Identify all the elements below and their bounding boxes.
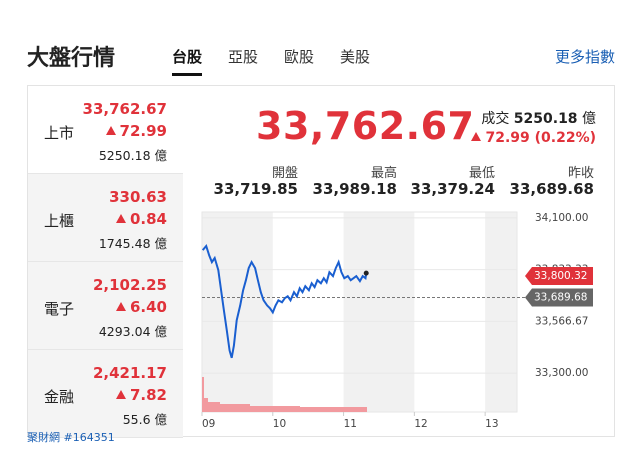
y-tick-label: 34,100.00 (535, 212, 588, 224)
session-band (202, 212, 273, 412)
market-row[interactable]: 金融 2,421.17 7.82 55.6 億 (28, 350, 183, 438)
market-name: 上櫃 (44, 212, 75, 230)
session-band (343, 212, 415, 412)
volume-value: 5250.18 (513, 111, 578, 127)
stat-label: 最低 (468, 166, 495, 181)
market-name: 金融 (44, 388, 75, 406)
tab[interactable]: 美股 (340, 48, 371, 66)
up-icon (115, 302, 126, 311)
volume-label: 成交 (481, 111, 510, 127)
y-tick-label: 33,566.67 (535, 315, 588, 327)
market-change: 0.84 (115, 210, 167, 228)
previous-close-tag (525, 288, 593, 307)
change-value: 6.40 (129, 298, 167, 316)
up-icon (115, 214, 126, 223)
current-tag (525, 267, 593, 286)
market-row[interactable]: 上櫃 330.63 0.84 1745.48 億 (28, 174, 183, 262)
up-icon (471, 132, 482, 141)
change-value: 7.82 (129, 386, 167, 404)
market-price: 2,102.25 (92, 276, 167, 294)
stat-label: 最高 (370, 166, 397, 181)
x-tick-label: 09 (202, 418, 215, 430)
market-row[interactable]: 上市 33,762.67 72.99 5250.18 億 (28, 86, 183, 174)
tab[interactable]: 歐股 (284, 48, 315, 66)
change-value: 72.99 (0.22%) (485, 130, 596, 146)
session-band (485, 212, 517, 412)
change-value: 0.84 (129, 210, 167, 228)
y-tick-label: 33,300.00 (535, 367, 588, 379)
current-label: 33,800.32 (534, 270, 587, 282)
market-volume: 4293.04 億 (98, 324, 167, 339)
quote-change: 72.99 (0.22%) (471, 130, 596, 146)
market-volume: 55.6 億 (122, 412, 167, 427)
stat-value: 33,989.18 (312, 180, 397, 198)
x-tick-label: 10 (273, 418, 286, 430)
previous-close-label: 33,689.68 (534, 291, 587, 303)
market-change: 7.82 (115, 386, 167, 404)
volume-unit: 億 (582, 111, 596, 127)
stat-value: 33,689.68 (509, 180, 594, 198)
market-price: 2,421.17 (92, 364, 167, 382)
panel: 上市 33,762.67 72.99 5250.18 億 上櫃 330.63 0… (27, 85, 615, 438)
market-row[interactable]: 電子 2,102.25 6.40 4293.04 億 (28, 262, 183, 350)
stat-value: 33,719.85 (213, 180, 298, 198)
title: 大盤行情 (27, 46, 116, 71)
x-tick-label: 11 (344, 418, 357, 430)
market-name: 上市 (44, 124, 75, 142)
more-link[interactable]: 更多指數 (554, 48, 615, 66)
price-line (201, 243, 368, 359)
tab[interactable]: 亞股 (228, 48, 259, 66)
quote-volume: 成交 5250.18 億 (481, 108, 596, 128)
x-tick-label: 13 (485, 418, 498, 430)
change-value: 72.99 (119, 122, 167, 140)
stat-label: 開盤 (271, 166, 298, 181)
stat-value: 33,379.24 (410, 180, 495, 198)
tab[interactable]: 台股 (172, 46, 203, 76)
chart: 091011121334,100.0033,833.3333,566.6733,… (201, 211, 593, 430)
market-change: 72.99 (105, 122, 167, 140)
quote-price: 33,762.67 (256, 104, 475, 148)
volume-area (202, 377, 367, 412)
market-volume: 5250.18 億 (98, 148, 167, 163)
footer: 聚財網 #164351 (27, 431, 115, 444)
market-name: 電子 (44, 300, 75, 318)
x-tick-label: 12 (414, 418, 427, 430)
up-icon (105, 126, 116, 135)
stat-label: 昨收 (567, 166, 594, 181)
up-icon (115, 390, 126, 399)
market-change: 6.40 (115, 298, 167, 316)
market-price: 330.63 (109, 188, 167, 206)
market-price: 33,762.67 (82, 100, 167, 118)
last-point (363, 270, 369, 276)
market-volume: 1745.48 億 (98, 236, 167, 251)
